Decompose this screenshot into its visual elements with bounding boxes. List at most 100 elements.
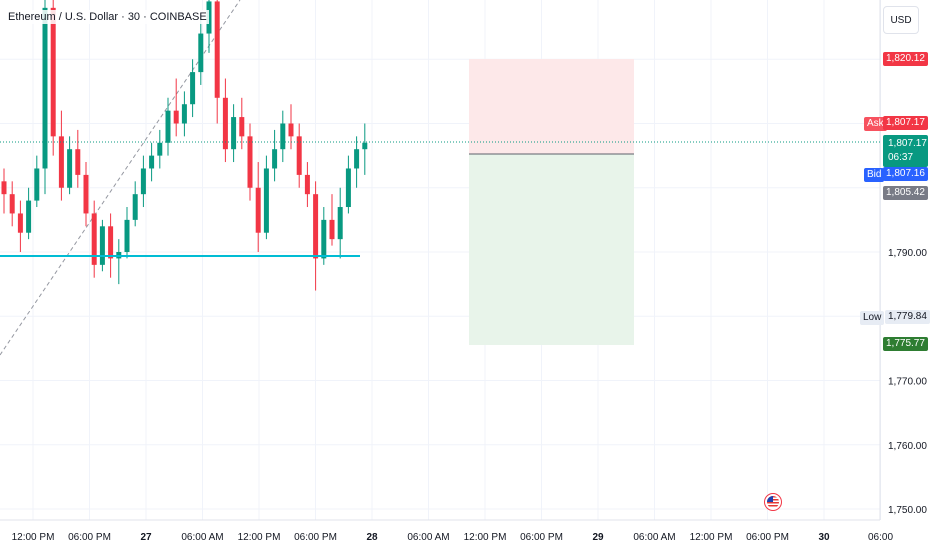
candle[interactable] xyxy=(255,162,261,252)
candle[interactable] xyxy=(58,110,64,201)
time-tick-label: 06:00 AM xyxy=(633,532,675,543)
candle[interactable] xyxy=(190,59,196,118)
candle[interactable] xyxy=(132,181,138,227)
candle[interactable] xyxy=(99,219,105,272)
candle-body xyxy=(231,117,237,150)
candle[interactable] xyxy=(9,181,15,227)
time-tick-label: 06:00 AM xyxy=(181,532,223,543)
time-tick-label: 06:00 PM xyxy=(746,532,789,543)
low-label: Low xyxy=(860,311,885,325)
candle-body xyxy=(206,1,212,34)
candle-body xyxy=(181,104,187,124)
last-price-value: 1,807.17 xyxy=(888,138,927,149)
candle[interactable] xyxy=(181,91,187,137)
bid-price-tag: 1,807.16 xyxy=(883,167,928,181)
time-tick-label: 06:00 PM xyxy=(520,532,563,543)
candle[interactable] xyxy=(304,162,310,208)
entry-price-tag: 1,805.42 xyxy=(883,186,928,200)
candle[interactable] xyxy=(116,239,122,285)
candle[interactable] xyxy=(337,187,343,259)
candle-body xyxy=(34,168,40,201)
candle[interactable] xyxy=(17,200,23,252)
candle-body xyxy=(157,142,163,156)
target-price-tag: 1,775.77 xyxy=(883,337,928,351)
candle-body xyxy=(272,149,278,169)
currency-selector[interactable]: USD xyxy=(883,6,919,34)
price-tick-label: 1,790.00 xyxy=(888,248,927,259)
time-tick-label: 06:00 xyxy=(868,532,893,543)
candle[interactable] xyxy=(231,104,237,163)
candle-body xyxy=(354,149,360,169)
candle-body xyxy=(345,168,351,208)
candle[interactable] xyxy=(108,213,114,278)
candle-body xyxy=(26,200,32,233)
candle[interactable] xyxy=(362,123,368,175)
candle-body xyxy=(9,194,15,214)
time-axis[interactable]: 12:00 PM 06:00 PM 27 06:00 AM 12:00 PM 06:00 … xyxy=(12,532,894,543)
candle-body xyxy=(198,33,204,73)
candle[interactable] xyxy=(165,97,171,156)
candle[interactable] xyxy=(329,194,335,246)
candle[interactable] xyxy=(198,14,204,85)
bar-countdown: 06:37 xyxy=(888,152,914,163)
candle-body xyxy=(50,7,56,137)
time-tick-label: 27 xyxy=(140,532,152,543)
candle[interactable] xyxy=(173,78,179,137)
price-axis[interactable]: 1,790.001,780.001,770.001,760.001,750.00 xyxy=(888,248,927,516)
candle[interactable] xyxy=(34,155,40,208)
candle[interactable] xyxy=(1,168,7,214)
price-tick-label: 1,760.00 xyxy=(888,441,927,452)
candle-body xyxy=(337,207,343,240)
candle-body xyxy=(75,149,81,175)
candle-body xyxy=(329,219,335,240)
candle-body xyxy=(222,97,228,150)
candle[interactable] xyxy=(296,123,302,188)
candle[interactable] xyxy=(263,155,269,240)
candle[interactable] xyxy=(222,78,228,163)
candle[interactable] xyxy=(157,129,163,169)
price-tick-label: 1,770.00 xyxy=(888,377,927,388)
candle[interactable] xyxy=(140,155,146,208)
candle[interactable] xyxy=(75,129,81,188)
candle[interactable] xyxy=(247,123,253,201)
time-tick-label: 06:00 AM xyxy=(407,532,449,543)
candle[interactable] xyxy=(26,187,32,240)
time-tick-label: 29 xyxy=(592,532,604,543)
candle-body xyxy=(263,168,269,233)
candle[interactable] xyxy=(345,155,351,214)
candle[interactable] xyxy=(313,181,319,291)
candle-body xyxy=(99,226,105,265)
candle[interactable] xyxy=(149,142,155,182)
candle[interactable] xyxy=(214,0,220,124)
candle-body xyxy=(190,72,196,105)
low-price-tag: 1,779.84 xyxy=(885,310,930,324)
grid xyxy=(0,0,881,521)
candle-body xyxy=(247,136,253,188)
time-tick-label: 12:00 PM xyxy=(12,532,55,543)
candle[interactable] xyxy=(124,207,130,259)
candle[interactable] xyxy=(354,136,360,188)
candle[interactable] xyxy=(272,129,278,182)
candle[interactable] xyxy=(42,0,48,195)
candle[interactable] xyxy=(67,136,73,195)
candle[interactable] xyxy=(280,110,286,163)
candle-body xyxy=(214,1,220,98)
bid-label: Bid xyxy=(864,168,885,182)
us-flag-event-icon[interactable] xyxy=(764,493,782,511)
candle-body xyxy=(296,136,302,175)
candle[interactable] xyxy=(239,97,245,150)
candle[interactable] xyxy=(206,0,212,53)
candle[interactable] xyxy=(83,162,89,227)
candle-body xyxy=(313,194,319,259)
candle-body xyxy=(149,155,155,169)
time-tick-label: 28 xyxy=(366,532,378,543)
time-tick-label: 12:00 PM xyxy=(464,532,507,543)
stop-loss-zone[interactable] xyxy=(469,59,634,154)
candle-body xyxy=(173,110,179,124)
candle-body xyxy=(1,181,7,195)
candle-body xyxy=(58,136,64,188)
candle-body xyxy=(91,213,97,265)
candle[interactable] xyxy=(91,200,97,278)
take-profit-zone[interactable] xyxy=(469,154,634,345)
